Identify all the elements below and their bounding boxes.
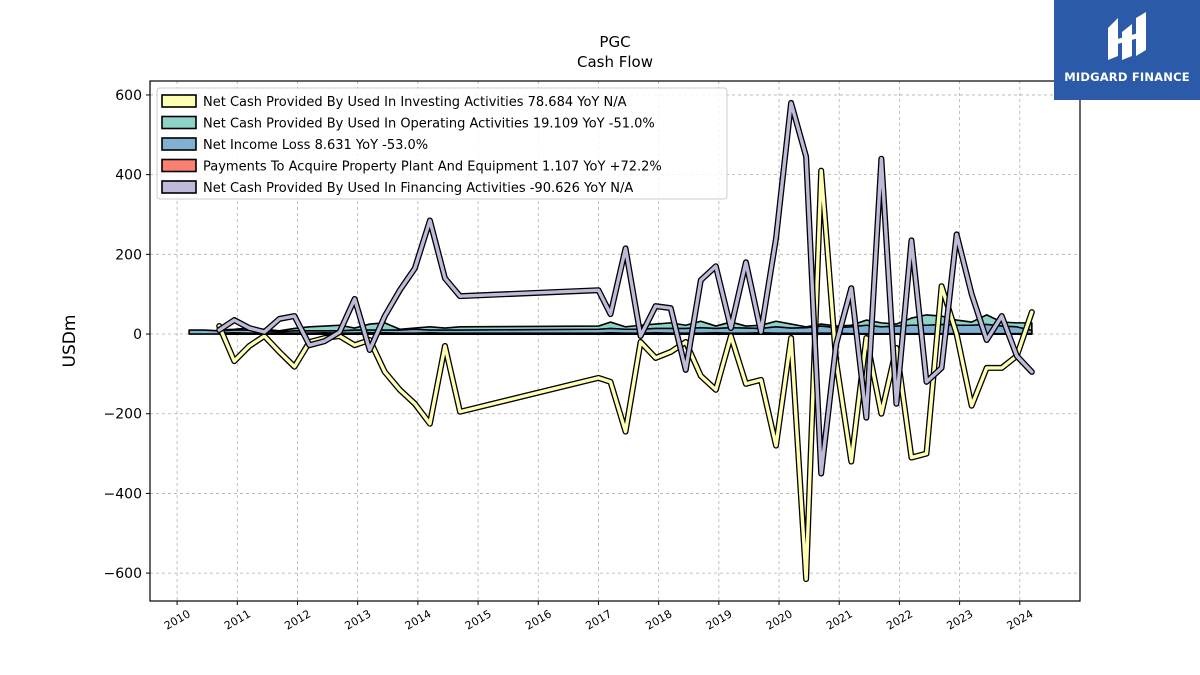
x-tick-label: 2014: [403, 607, 434, 632]
brand-logo: MIDGARD FINANCE: [1054, 0, 1200, 100]
y-tick-label: 400: [115, 168, 142, 184]
legend-label: Net Cash Provided By Used In Financing A…: [203, 181, 633, 196]
y-tick-label: 600: [115, 88, 142, 104]
y-tick-label: 200: [115, 247, 142, 263]
plot-frame: [149, 80, 1081, 602]
y-axis-label: USDm: [60, 315, 80, 368]
x-tick-label: 2021: [824, 607, 855, 632]
brand-name: MIDGARD FINANCE: [1064, 70, 1190, 84]
y-tick-label: −600: [104, 566, 142, 582]
legend-swatch: [161, 94, 197, 108]
x-tick-label: 2015: [463, 607, 494, 632]
x-tick-label: 2011: [222, 607, 253, 632]
legend: Net Cash Provided By Used In Investing A…: [156, 87, 728, 200]
x-tick-label: 2016: [523, 607, 554, 632]
chart-subtitle: Cash Flow: [577, 53, 653, 71]
y-tick-label: 0: [133, 327, 142, 343]
y-tick-label: −200: [104, 407, 142, 423]
x-tick-label: 2022: [884, 607, 915, 632]
series-layer: [188, 99, 1035, 583]
series-line: [217, 101, 1034, 476]
legend-label: Net Cash Provided By Used In Investing A…: [203, 95, 627, 110]
x-tick-label: 2018: [644, 607, 675, 632]
y-tick-label: −400: [104, 486, 142, 502]
x-tick-label: 2019: [704, 607, 735, 632]
x-tick-label: 2024: [1005, 607, 1036, 632]
legend-box: [156, 87, 728, 200]
x-tick-label: 2017: [583, 607, 614, 632]
midgard-logo-icon: [1108, 12, 1146, 60]
x-tick-label: 2013: [343, 607, 374, 632]
legend-swatch: [161, 180, 197, 194]
x-tick-label: 2010: [162, 607, 193, 632]
legend-label: Net Cash Provided By Used In Operating A…: [203, 117, 655, 132]
x-tick-label: 2023: [944, 607, 975, 632]
legend-swatch: [161, 137, 197, 151]
legend-label: Payments To Acquire Property Plant And E…: [203, 160, 662, 175]
legend-label: Net Income Loss 8.631 YoY -53.0%: [203, 138, 428, 153]
x-tick-label: 2020: [764, 607, 795, 632]
x-tick-label: 2012: [282, 607, 313, 632]
legend-swatch: [161, 115, 197, 130]
legend-swatch: [161, 158, 197, 173]
chart-title: PGC: [599, 33, 630, 51]
